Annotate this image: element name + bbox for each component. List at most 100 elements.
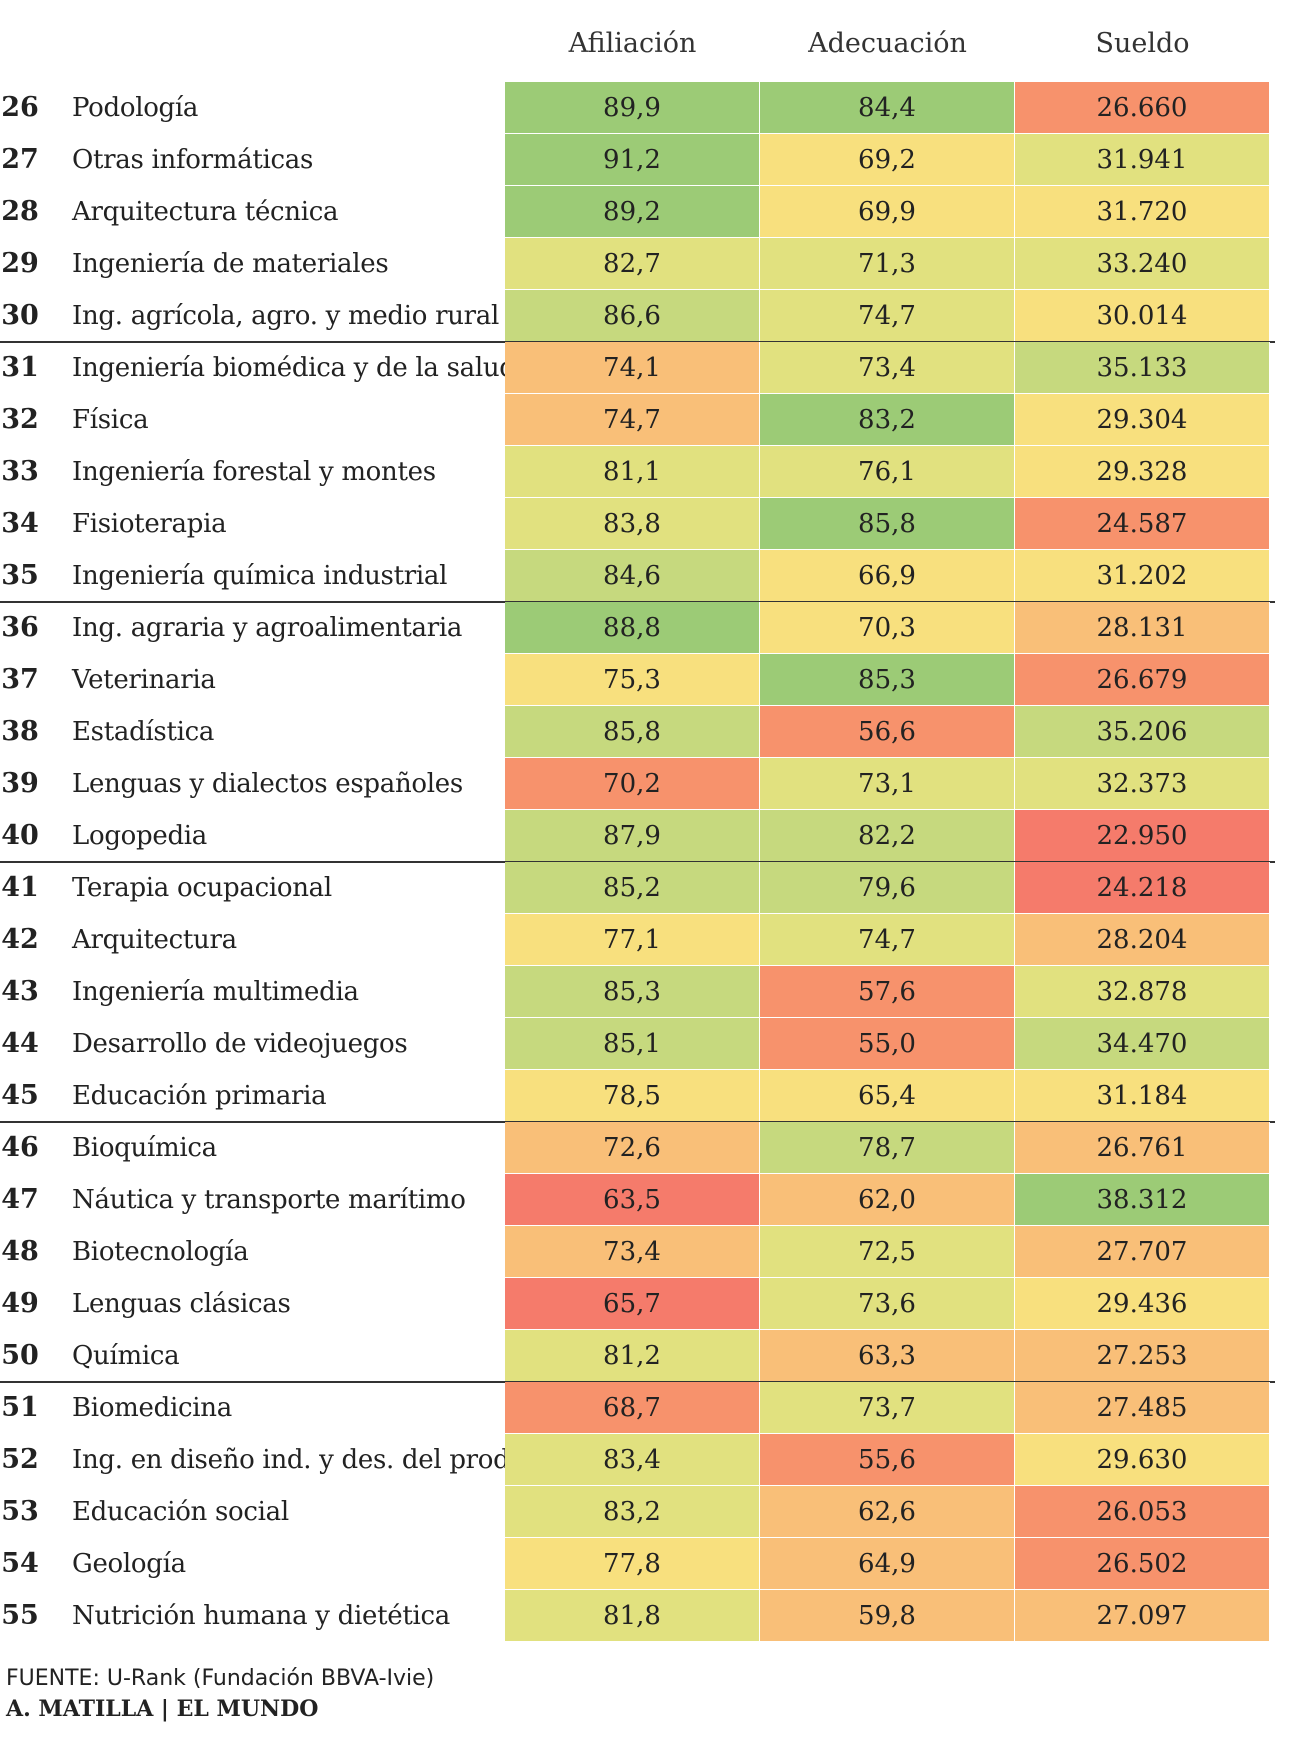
degree-name: Ingeniería biomédica y de la salud — [72, 353, 516, 383]
cell-sueldo: 27.707 — [1015, 1226, 1270, 1278]
cell-sueldo: 22.950 — [1015, 810, 1270, 862]
cell-adecuacion: 73,1 — [760, 758, 1015, 810]
degree-name: Bioquímica — [72, 1133, 217, 1163]
rank-number: 50 — [1, 1340, 39, 1371]
cell-sueldo: 31.720 — [1015, 186, 1270, 238]
table-row: 55 Nutrición humana y dietética 81,8 59,8 27… — [0, 1590, 1275, 1642]
table-row: 48 Biotecnología 73,4 72,5 27.707 — [0, 1226, 1275, 1278]
cell-adecuacion: 63,3 — [760, 1330, 1015, 1382]
table-row: 29 Ingeniería de materiales 82,7 71,3 33.240 — [0, 238, 1275, 290]
cell-adecuacion: 73,4 — [760, 342, 1015, 394]
table-row: 50 Química 81,2 63,3 27.253 — [0, 1330, 1275, 1382]
rank-number: 55 — [1, 1600, 39, 1631]
cell-sueldo: 26.660 — [1015, 82, 1270, 134]
cell-adecuacion: 56,6 — [760, 706, 1015, 758]
table-row: 38 Estadística 85,8 56,6 35.206 — [0, 706, 1275, 758]
cell-adecuacion: 74,7 — [760, 914, 1015, 966]
rank-number: 37 — [1, 664, 39, 695]
table-row: 52 Ing. en diseño ind. y des. del product… — [0, 1434, 1275, 1486]
cell-afiliacion: 74,7 — [505, 394, 760, 446]
header-adecuacion: Adecuación — [808, 28, 967, 59]
rank-number: 35 — [1, 560, 39, 591]
cell-sueldo: 29.630 — [1015, 1434, 1270, 1486]
cell-afiliacion: 85,2 — [505, 862, 760, 914]
degree-name: Veterinaria — [72, 665, 216, 695]
cell-afiliacion: 81,1 — [505, 446, 760, 498]
degree-name: Ing. agrícola, agro. y medio rural — [72, 301, 500, 331]
cell-sueldo: 26.761 — [1015, 1122, 1270, 1174]
cell-adecuacion: 78,7 — [760, 1122, 1015, 1174]
rank-number: 33 — [1, 456, 39, 487]
table-row: 42 Arquitectura 77,1 74,7 28.204 — [0, 914, 1275, 966]
cell-sueldo: 33.240 — [1015, 238, 1270, 290]
cell-sueldo: 27.097 — [1015, 1590, 1270, 1642]
cell-adecuacion: 84,4 — [760, 82, 1015, 134]
cell-adecuacion: 55,6 — [760, 1434, 1015, 1486]
table-row: 54 Geología 77,8 64,9 26.502 — [0, 1538, 1275, 1590]
cell-sueldo: 38.312 — [1015, 1174, 1270, 1226]
cell-adecuacion: 65,4 — [760, 1070, 1015, 1122]
table-row: 41 Terapia ocupacional 85,2 79,6 24.218 — [0, 862, 1275, 914]
degree-name: Ingeniería forestal y montes — [72, 457, 436, 487]
cell-adecuacion: 59,8 — [760, 1590, 1015, 1642]
rank-number: 42 — [1, 924, 39, 955]
cell-afiliacion: 77,8 — [505, 1538, 760, 1590]
degree-name: Arquitectura técnica — [72, 197, 339, 227]
cell-adecuacion: 73,6 — [760, 1278, 1015, 1330]
rank-number: 36 — [1, 612, 39, 643]
degree-name: Ingeniería química industrial — [72, 561, 448, 591]
cell-sueldo: 26.502 — [1015, 1538, 1270, 1590]
rank-number: 28 — [1, 196, 39, 227]
rank-number: 27 — [1, 144, 39, 175]
table-row: 26 Podología 89,9 84,4 26.660 — [0, 82, 1275, 134]
table-row: 32 Física 74,7 83,2 29.304 — [0, 394, 1275, 446]
credit: A. MATILLA | EL MUNDO — [6, 1696, 319, 1722]
rank-number: 32 — [1, 404, 39, 435]
cell-adecuacion: 83,2 — [760, 394, 1015, 446]
rank-number: 48 — [1, 1236, 39, 1267]
cell-afiliacion: 85,8 — [505, 706, 760, 758]
table-row: 49 Lenguas clásicas 65,7 73,6 29.436 — [0, 1278, 1275, 1330]
cell-afiliacion: 83,8 — [505, 498, 760, 550]
rank-number: 47 — [1, 1184, 39, 1215]
degree-name: Terapia ocupacional — [72, 873, 332, 903]
source-note: FUENTE: U-Rank (Fundación BBVA-Ivie) — [6, 1666, 434, 1691]
degree-name: Logopedia — [72, 821, 208, 851]
degree-name: Química — [72, 1341, 180, 1371]
cell-sueldo: 31.941 — [1015, 134, 1270, 186]
table-row: 45 Educación primaria 78,5 65,4 31.184 — [0, 1070, 1275, 1122]
rank-number: 34 — [1, 508, 39, 539]
cell-sueldo: 28.204 — [1015, 914, 1270, 966]
degree-name: Educación social — [72, 1497, 289, 1527]
cell-adecuacion: 85,8 — [760, 498, 1015, 550]
degree-name: Náutica y transporte marítimo — [72, 1185, 466, 1215]
rank-number: 30 — [1, 300, 39, 331]
degree-name: Ing. en diseño ind. y des. del producto — [72, 1445, 566, 1475]
table-row: 30 Ing. agrícola, agro. y medio rural 86,6… — [0, 290, 1275, 342]
degree-name: Nutrición humana y dietética — [72, 1601, 450, 1631]
cell-afiliacion: 91,2 — [505, 134, 760, 186]
rank-number: 51 — [1, 1392, 39, 1423]
degree-name: Arquitectura — [72, 925, 237, 955]
cell-sueldo: 29.304 — [1015, 394, 1270, 446]
table-row: 28 Arquitectura técnica 89,2 69,9 31.720 — [0, 186, 1275, 238]
cell-adecuacion: 82,2 — [760, 810, 1015, 862]
rank-number: 29 — [1, 248, 39, 279]
degree-name: Podología — [72, 93, 199, 123]
rank-number: 54 — [1, 1548, 39, 1579]
rank-number: 44 — [1, 1028, 39, 1059]
cell-adecuacion: 62,0 — [760, 1174, 1015, 1226]
cell-adecuacion: 66,9 — [760, 550, 1015, 602]
degree-name: Otras informáticas — [72, 145, 313, 175]
table-row: 31 Ingeniería biomédica y de la salud 74,1… — [0, 342, 1275, 394]
cell-afiliacion: 89,9 — [505, 82, 760, 134]
cell-sueldo: 32.878 — [1015, 966, 1270, 1018]
header-sueldo: Sueldo — [1095, 28, 1190, 59]
cell-afiliacion: 81,2 — [505, 1330, 760, 1382]
cell-afiliacion: 81,8 — [505, 1590, 760, 1642]
cell-sueldo: 26.679 — [1015, 654, 1270, 706]
table-row: 47 Náutica y transporte marítimo 63,5 62,0 3… — [0, 1174, 1275, 1226]
degree-name: Lenguas y dialectos españoles — [72, 769, 463, 799]
rank-number: 31 — [1, 352, 39, 383]
cell-adecuacion: 55,0 — [760, 1018, 1015, 1070]
